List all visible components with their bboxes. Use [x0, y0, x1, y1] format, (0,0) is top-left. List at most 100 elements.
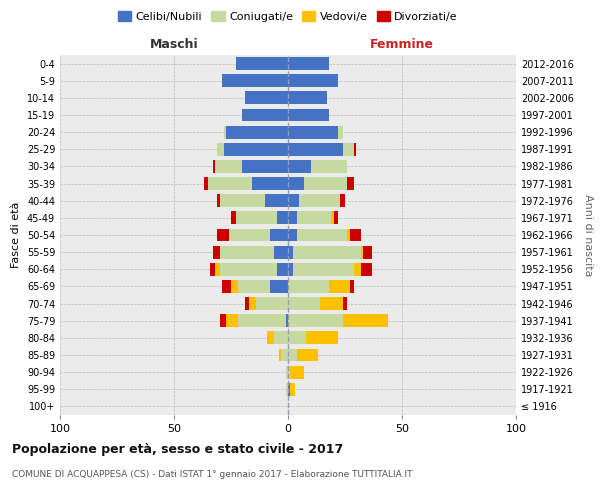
Bar [361, 246, 363, 258]
Bar [297, 212, 331, 224]
Bar [281, 348, 288, 362]
Bar [217, 143, 224, 156]
Bar [286, 366, 288, 378]
Bar [229, 228, 270, 241]
Bar [286, 314, 288, 327]
Bar [249, 297, 256, 310]
Bar [286, 383, 288, 396]
Bar [288, 194, 299, 207]
Bar [288, 348, 297, 362]
Bar [288, 74, 338, 87]
Bar [288, 108, 329, 122]
Legend: Celibi/Nubili, Coniugati/e, Vedovi/e, Divorziati/e: Celibi/Nubili, Coniugati/e, Vedovi/e, Di… [115, 8, 461, 25]
Bar [226, 314, 238, 327]
Bar [203, 177, 208, 190]
Bar [215, 160, 242, 173]
Bar [217, 228, 229, 241]
Bar [268, 332, 274, 344]
Bar [270, 280, 288, 293]
Bar [231, 212, 236, 224]
Bar [265, 194, 288, 207]
Bar [350, 228, 361, 241]
Bar [354, 143, 356, 156]
Bar [343, 143, 354, 156]
Bar [277, 263, 288, 276]
Bar [288, 177, 304, 190]
Text: Femmine: Femmine [370, 38, 434, 52]
Bar [350, 280, 354, 293]
Bar [288, 280, 329, 293]
Bar [224, 126, 226, 138]
Bar [245, 92, 288, 104]
Bar [222, 74, 288, 87]
Bar [288, 126, 338, 138]
Bar [311, 160, 347, 173]
Bar [274, 332, 288, 344]
Bar [242, 160, 288, 173]
Bar [220, 194, 265, 207]
Bar [256, 297, 288, 310]
Bar [288, 263, 293, 276]
Bar [293, 263, 354, 276]
Bar [245, 297, 249, 310]
Bar [215, 263, 220, 276]
Bar [288, 143, 343, 156]
Bar [220, 314, 226, 327]
Text: Maschi: Maschi [149, 38, 199, 52]
Bar [224, 143, 288, 156]
Bar [288, 366, 290, 378]
Bar [211, 263, 215, 276]
Bar [270, 228, 288, 241]
Bar [288, 212, 297, 224]
Bar [347, 228, 350, 241]
Bar [238, 314, 286, 327]
Bar [288, 314, 343, 327]
Bar [290, 383, 295, 396]
Bar [226, 126, 288, 138]
Bar [288, 228, 297, 241]
Bar [242, 108, 288, 122]
Bar [288, 383, 290, 396]
Bar [251, 177, 288, 190]
Bar [343, 314, 388, 327]
Bar [304, 177, 347, 190]
Text: Popolazione per età, sesso e stato civile - 2017: Popolazione per età, sesso e stato civil… [12, 442, 343, 456]
Bar [293, 246, 361, 258]
Bar [361, 263, 373, 276]
Bar [288, 57, 329, 70]
Bar [236, 57, 288, 70]
Bar [288, 332, 306, 344]
Bar [236, 212, 277, 224]
Bar [274, 246, 288, 258]
Bar [208, 177, 251, 190]
Bar [288, 246, 293, 258]
Y-axis label: Anni di nascita: Anni di nascita [583, 194, 593, 276]
Bar [217, 194, 220, 207]
Bar [213, 160, 215, 173]
Bar [347, 177, 354, 190]
Bar [220, 246, 274, 258]
Bar [290, 366, 304, 378]
Bar [297, 228, 347, 241]
Bar [340, 194, 345, 207]
Bar [288, 92, 327, 104]
Bar [320, 297, 343, 310]
Bar [222, 280, 231, 293]
Bar [231, 280, 238, 293]
Y-axis label: Fasce di età: Fasce di età [11, 202, 21, 268]
Bar [363, 246, 373, 258]
Bar [306, 332, 338, 344]
Bar [329, 280, 350, 293]
Bar [277, 212, 288, 224]
Bar [279, 348, 281, 362]
Bar [297, 348, 317, 362]
Bar [213, 246, 220, 258]
Bar [338, 126, 343, 138]
Bar [299, 194, 340, 207]
Bar [288, 160, 311, 173]
Bar [220, 263, 277, 276]
Bar [288, 297, 320, 310]
Bar [354, 263, 361, 276]
Bar [334, 212, 338, 224]
Bar [343, 297, 347, 310]
